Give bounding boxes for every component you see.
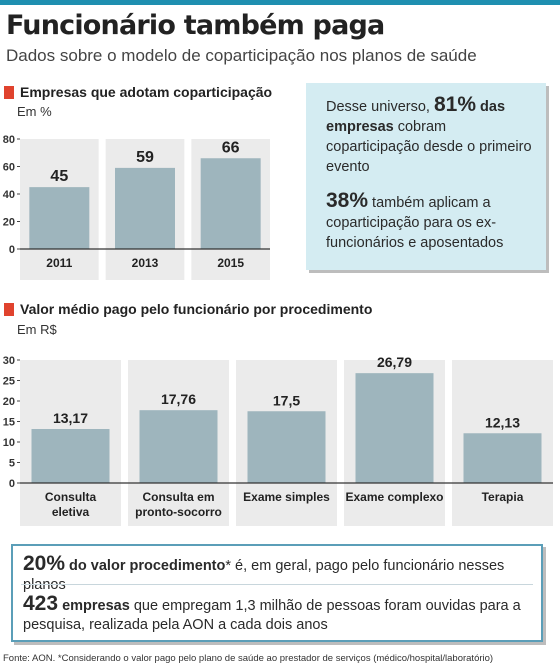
- info-p1-rest: cobram coparticipação desde o primeiro e…: [326, 119, 532, 175]
- footnote-p1-rest: * é, em geral, pago pelo funcionário nes…: [23, 558, 505, 593]
- footnote-paragraph-2: 423 empresas que empregam 1,3 milhão de …: [23, 592, 533, 635]
- x-tick-label: Exame simples: [243, 490, 330, 504]
- x-tick-label: 2015: [217, 256, 244, 270]
- footnote-p2-rest: que empregam 1,3 milhão de pessoas foram…: [23, 598, 521, 633]
- page-subtitle: Dados sobre o modelo de coparticipação n…: [6, 46, 477, 65]
- x-tick-label: pronto-socorro: [135, 505, 222, 519]
- footnote-divider: [21, 584, 533, 585]
- data-label: 17,76: [161, 391, 196, 407]
- data-label: 66: [222, 139, 240, 156]
- bar: [139, 410, 218, 483]
- bar: [355, 373, 434, 483]
- y-tick-label: 10: [3, 437, 15, 449]
- x-tick-label: Exame complexo: [345, 490, 443, 504]
- bar: [200, 158, 261, 249]
- x-tick-label: Consulta: [45, 490, 97, 504]
- y-tick-label: 25: [3, 376, 15, 388]
- bar: [115, 167, 175, 249]
- footnote-p2-bold: empresas: [58, 598, 130, 614]
- y-tick-label: 40: [3, 189, 15, 201]
- bar: [29, 187, 90, 249]
- data-label: 45: [50, 168, 68, 185]
- y-tick-label: 80: [3, 134, 15, 146]
- section-marker: [4, 302, 14, 316]
- info-p2-rest: também aplicam a coparticipação para os …: [326, 195, 504, 251]
- x-tick-label: Terapia: [482, 490, 524, 504]
- y-tick-label: 20: [3, 396, 15, 408]
- chart2-header: Valor médio pago pelo funcionário por pr…: [4, 301, 372, 317]
- chart2-unit: Em R$: [17, 322, 57, 337]
- data-label: 17,5: [273, 392, 300, 408]
- footnote-box: 20% do valor procedimento* é, em geral, …: [11, 544, 543, 642]
- footnote-p2-highlight: 423: [23, 592, 59, 615]
- section-marker: [4, 85, 14, 99]
- footnote-p1-highlight: 20%: [23, 552, 66, 575]
- info-p1-bold: das empresas: [326, 99, 506, 135]
- footnote-paragraph-1: 20% do valor procedimento* é, em geral, …: [23, 552, 533, 595]
- info-p1-text: Desse universo,: [326, 99, 434, 115]
- y-tick-label: 20: [3, 217, 15, 229]
- info-paragraph-1: Desse universo, 81% das empresas cobram …: [326, 93, 534, 177]
- info-p2-highlight: 38%: [326, 189, 369, 212]
- footnote-p1-bold: do valor procedimento: [65, 558, 226, 574]
- chart1-unit: Em %: [17, 104, 52, 119]
- bar: [31, 429, 110, 483]
- info-p1-highlight: 81%: [434, 93, 477, 116]
- x-tick-label: eletiva: [52, 505, 90, 519]
- data-label: 59: [136, 149, 154, 166]
- bar: [463, 433, 542, 483]
- data-label: 26,79: [377, 354, 412, 370]
- y-tick-label: 60: [3, 162, 15, 174]
- y-tick-label: 30: [3, 355, 15, 367]
- x-tick-label: Consulta em: [142, 490, 214, 504]
- x-tick-label: 2013: [132, 256, 159, 270]
- x-tick-label: 2011: [46, 256, 72, 270]
- info-box: Desse universo, 81% das empresas cobram …: [306, 83, 546, 270]
- y-tick-label: 5: [9, 458, 15, 470]
- y-tick-label: 0: [9, 244, 15, 256]
- page-title: Funcionário também paga: [6, 10, 385, 41]
- top-accent-bar: [0, 0, 560, 5]
- y-tick-label: 15: [3, 417, 15, 429]
- chart1-header: Empresas que adotam coparticipação: [4, 84, 272, 100]
- bar: [247, 411, 326, 483]
- source-note: Fonte: AON. *Considerando o valor pago p…: [3, 653, 494, 664]
- data-label: 13,17: [53, 410, 88, 426]
- chart2-title: Valor médio pago pelo funcionário por pr…: [20, 301, 373, 317]
- info-paragraph-2: 38% também aplicam a coparticipação para…: [326, 189, 534, 253]
- data-label: 12,13: [485, 414, 520, 430]
- chart1-title: Empresas que adotam coparticipação: [20, 84, 273, 100]
- y-tick-label: 0: [9, 478, 15, 490]
- chart1-svg: 0 20 40 60 80 45 2011 59 2013 66 2015: [3, 134, 270, 280]
